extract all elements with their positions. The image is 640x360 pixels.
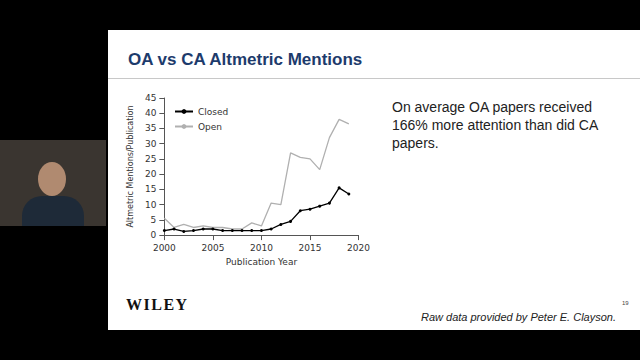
svg-text:40: 40 bbox=[145, 108, 157, 118]
svg-text:10: 10 bbox=[145, 200, 157, 210]
html-text:19: 19 bbox=[622, 300, 629, 306]
html-text:On average OA papers received: On average OA papers received 166% more … bbox=[392, 99, 598, 151]
svg-text:2005: 2005 bbox=[201, 243, 224, 253]
svg-text:2015: 2015 bbox=[299, 243, 322, 253]
svg-text:45: 45 bbox=[145, 93, 156, 103]
svg-text:Closed: Closed bbox=[198, 107, 228, 117]
svg-text:2000: 2000 bbox=[153, 243, 176, 253]
svg-text:Open: Open bbox=[198, 122, 222, 132]
svg-text:30: 30 bbox=[145, 139, 157, 149]
svg-text:5: 5 bbox=[151, 215, 157, 225]
svg-text:35: 35 bbox=[145, 123, 156, 133]
svg-text:25: 25 bbox=[145, 154, 156, 164]
svg-text:Publication Year: Publication Year bbox=[226, 257, 298, 267]
html-text:WILEY: WILEY bbox=[126, 296, 189, 313]
html-text:Raw data provided by Peter E.: Raw data provided by Peter E. Clayson. bbox=[421, 311, 616, 323]
svg-text:2010: 2010 bbox=[250, 243, 273, 253]
svg-text:0: 0 bbox=[151, 230, 157, 240]
svg-text:2020: 2020 bbox=[347, 243, 370, 253]
svg-text:Altmetric Mentions/Publication: Altmetric Mentions/Publication bbox=[126, 105, 135, 227]
html-text:OA vs CA Altmetric Mentions: OA vs CA Altmetric Mentions bbox=[128, 50, 363, 69]
svg-text:15: 15 bbox=[145, 184, 156, 194]
svg-text:20: 20 bbox=[145, 169, 157, 179]
